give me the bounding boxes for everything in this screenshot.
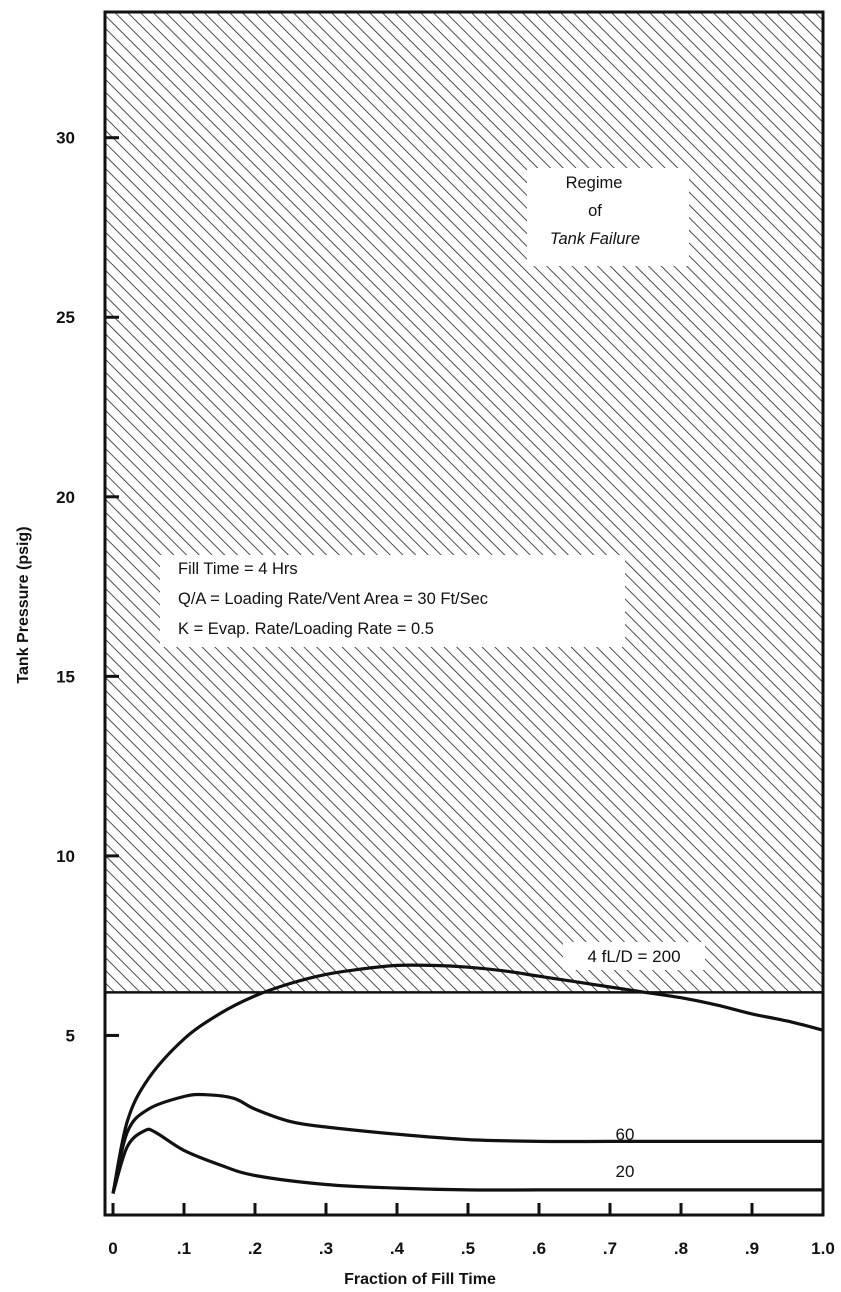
- condition-q-over-a: Q/A = Loading Rate/Vent Area = 30 Ft/Sec: [178, 590, 488, 608]
- failure-label-line-2: of: [588, 202, 602, 220]
- x-tick-label: .5: [461, 1239, 475, 1258]
- condition-fill-time: Fill Time = 4 Hrs: [178, 560, 298, 578]
- x-tick-label: .7: [603, 1239, 617, 1258]
- x-axis-title: Fraction of Fill Time: [344, 1271, 496, 1288]
- plot-frame: [103, 10, 825, 1217]
- y-axis-ticks: 5 10 15 20 25 30: [56, 129, 119, 1045]
- failure-region-label: Regime of Tank Failure: [527, 168, 689, 266]
- condition-k: K = Evap. Rate/Loading Rate = 0.5: [178, 620, 434, 638]
- y-tick-label: 20: [56, 488, 75, 507]
- x-axis-ticks: 0 .1 .2 .3 .4 .5 .6 .7 .8 .9 1.0: [108, 1203, 835, 1258]
- curve-label-200: 4 fL/D = 200: [587, 947, 680, 966]
- y-tick-label: 15: [56, 667, 75, 686]
- series-layer: [111, 963, 824, 1194]
- conditions-box: Fill Time = 4 Hrs Q/A = Loading Rate/Ven…: [160, 555, 625, 647]
- x-tick-label: .9: [745, 1239, 759, 1258]
- failure-region-hatch: [105, 12, 823, 993]
- y-tick-label: 25: [56, 308, 75, 327]
- failure-label-line-1: Regime: [566, 174, 623, 192]
- y-tick-label: 30: [56, 129, 75, 148]
- series-line-20: [111, 1127, 823, 1194]
- series-line-60: [111, 1092, 823, 1194]
- series-line-200: [111, 963, 824, 1194]
- x-tick-label: .2: [248, 1239, 262, 1258]
- x-tick-label: .3: [319, 1239, 333, 1258]
- x-tick-label: .8: [674, 1239, 688, 1258]
- x-tick-label: 0: [108, 1239, 117, 1258]
- y-axis-title: Tank Pressure (psig): [15, 526, 32, 683]
- x-tick-label: 1.0: [811, 1239, 835, 1258]
- x-tick-label: .6: [532, 1239, 546, 1258]
- x-tick-label: .4: [390, 1239, 405, 1258]
- curve-label-20: 20: [616, 1162, 635, 1181]
- y-tick-label: 5: [66, 1026, 75, 1045]
- y-tick-label: 10: [56, 847, 75, 866]
- failure-label-line-3: Tank Failure: [550, 230, 640, 248]
- curve-label-60: 60: [616, 1125, 635, 1144]
- x-tick-label: .1: [177, 1239, 191, 1258]
